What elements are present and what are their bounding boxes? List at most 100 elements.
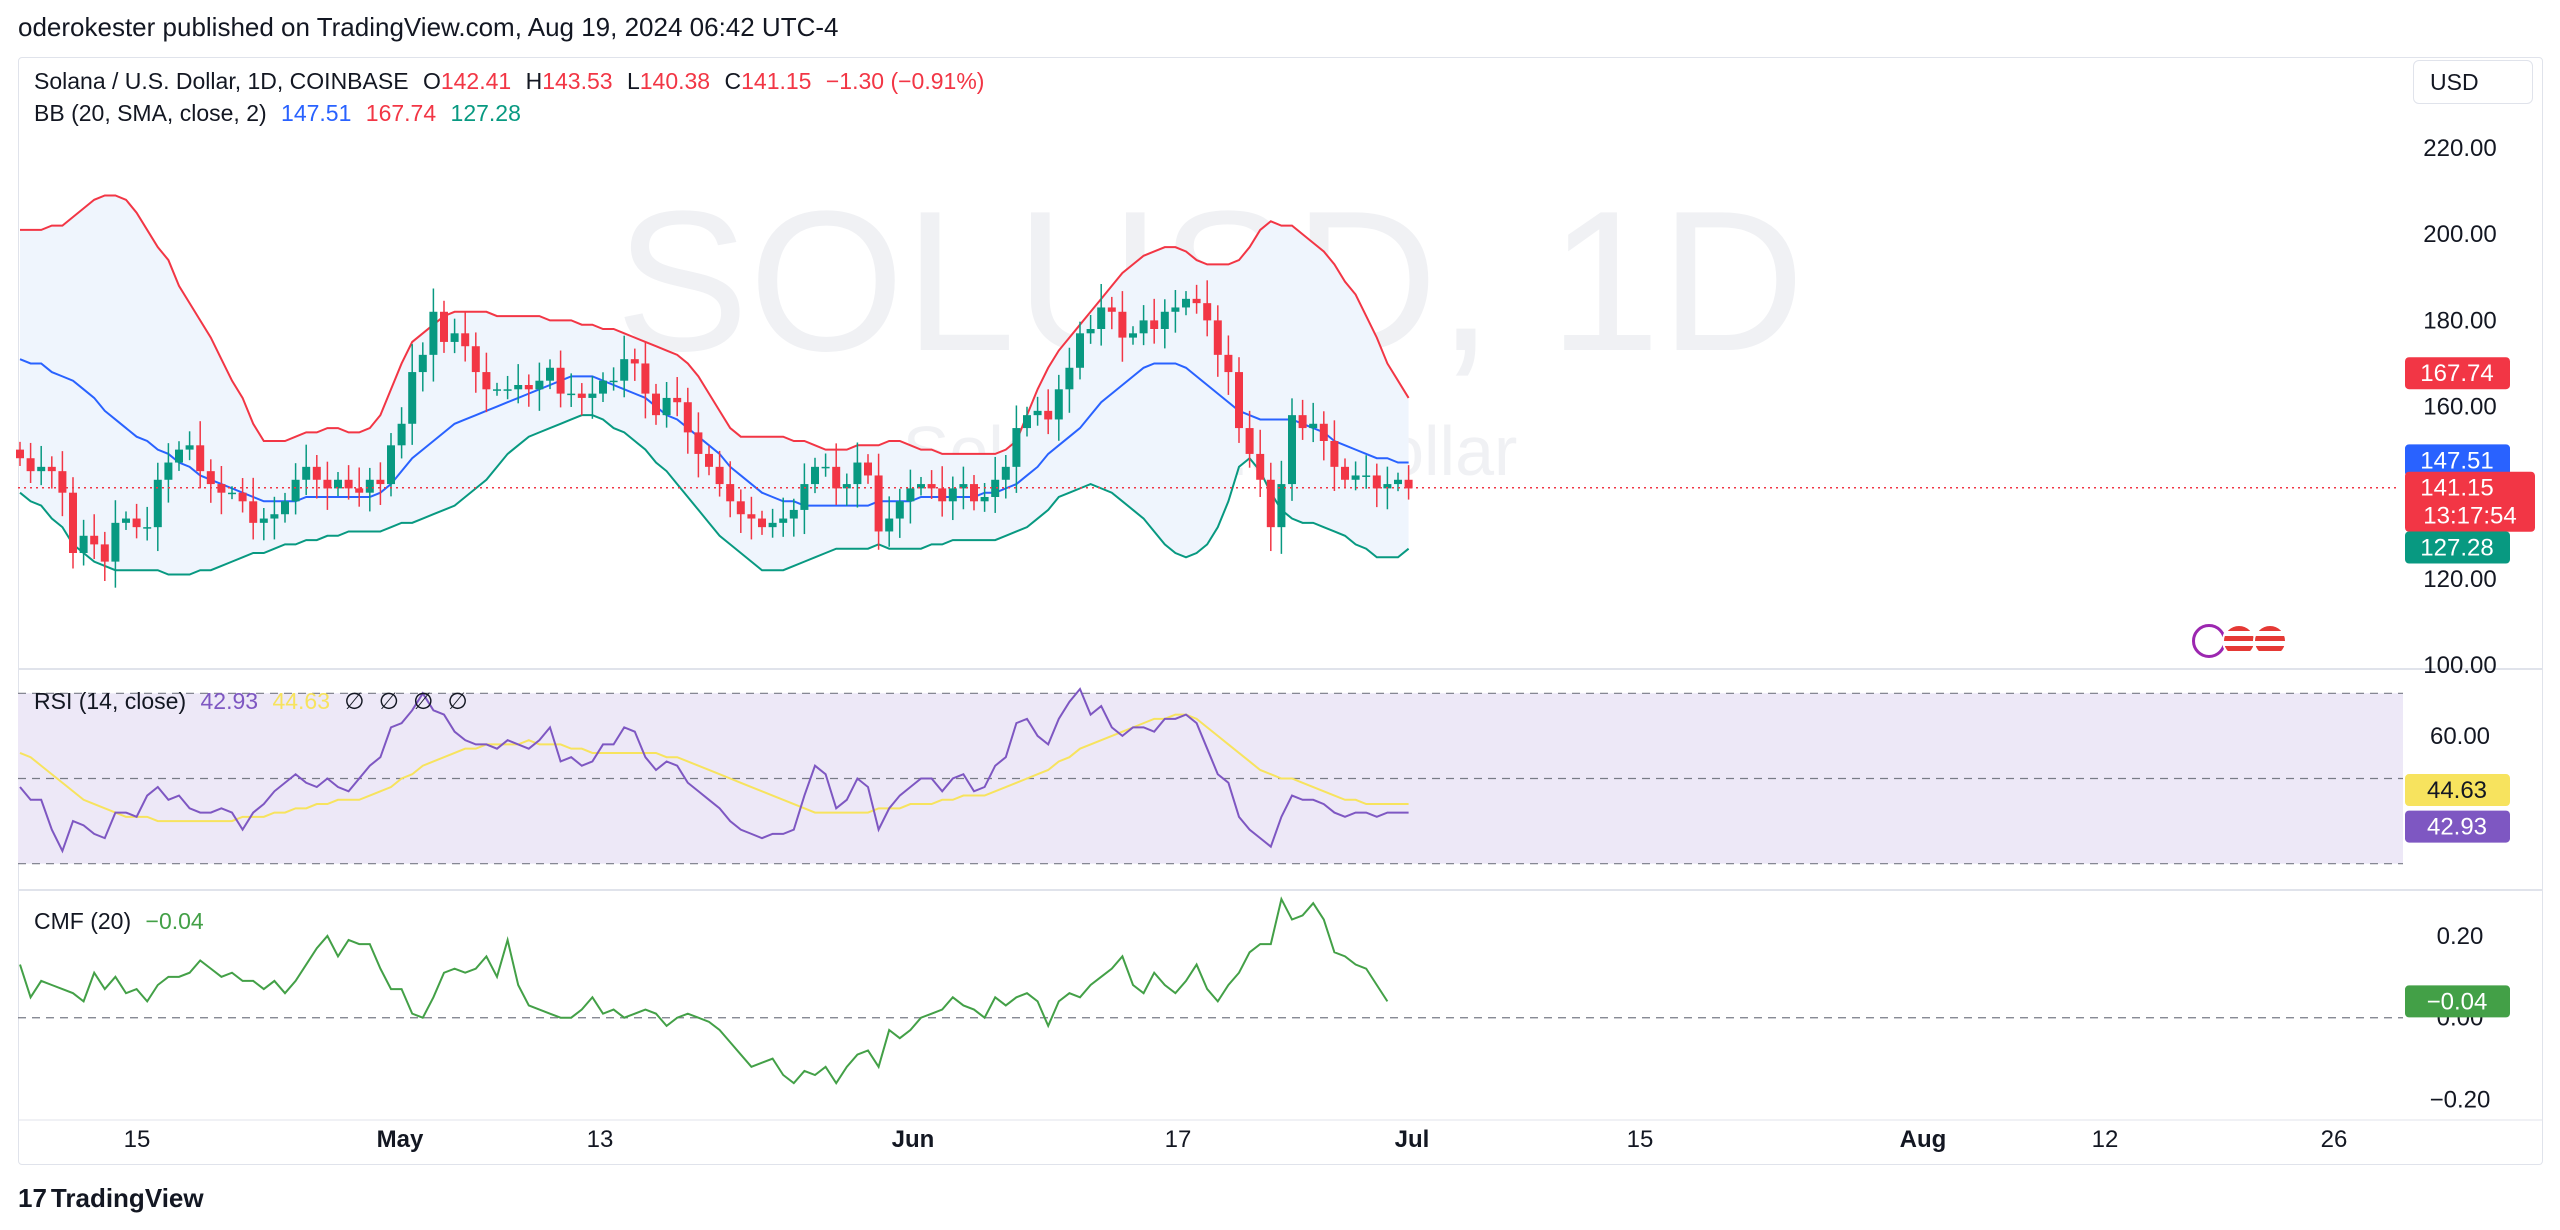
candle-body bbox=[588, 393, 597, 398]
candle-body bbox=[228, 492, 236, 495]
candle-body bbox=[832, 466, 841, 489]
cmf-legend-label[interactable]: CMF (20) bbox=[34, 908, 132, 934]
candle-body bbox=[853, 462, 862, 485]
countdown-tag: 13:17:54 bbox=[2423, 503, 2516, 530]
candle-body bbox=[26, 458, 35, 472]
candle-body bbox=[736, 501, 745, 515]
candle-body bbox=[1288, 415, 1296, 485]
candle-body bbox=[917, 484, 925, 489]
candle-body bbox=[418, 354, 427, 373]
us-flag-icon[interactable] bbox=[2222, 624, 2257, 658]
x-tick-label: Jul bbox=[1395, 1126, 1430, 1153]
y-tick-label: 200.00 bbox=[2423, 221, 2496, 248]
candle-body bbox=[694, 432, 703, 454]
candle-body bbox=[132, 518, 141, 528]
high-value: 143.53 bbox=[542, 68, 613, 94]
lightning-icon[interactable] bbox=[2192, 624, 2226, 658]
main-legend-row: Solana / U.S. Dollar, 1D, COINBASE O142.… bbox=[34, 68, 992, 95]
currency-selector[interactable]: USD bbox=[2413, 60, 2533, 104]
change-value: −1.30 (−0.91%) bbox=[825, 68, 985, 94]
candle-body bbox=[1097, 307, 1106, 329]
candle-body bbox=[874, 475, 883, 532]
candle-body bbox=[47, 466, 56, 472]
candle-body bbox=[577, 393, 586, 398]
candle-body bbox=[1383, 484, 1392, 489]
us-flag-icon[interactable] bbox=[2252, 624, 2287, 658]
bb-lower-tag-bg bbox=[2405, 531, 2510, 564]
candle-body bbox=[906, 488, 915, 502]
bb-legend-label[interactable]: BB (20, SMA, close, 2) bbox=[34, 100, 267, 126]
candle-body bbox=[959, 484, 968, 489]
open-value: 142.41 bbox=[440, 68, 512, 94]
candle-body bbox=[567, 393, 576, 396]
rsi-tag: 42.93 bbox=[2427, 814, 2487, 841]
candle-body bbox=[408, 372, 417, 424]
candle-body bbox=[1150, 320, 1159, 329]
candle-body bbox=[1192, 298, 1201, 304]
close-label: C bbox=[724, 68, 742, 94]
candle-body bbox=[948, 488, 957, 502]
open-label: O bbox=[422, 68, 441, 94]
candle-body bbox=[291, 479, 300, 502]
candle-body bbox=[1277, 484, 1286, 528]
candle-body bbox=[927, 484, 936, 489]
candle-body bbox=[1182, 298, 1190, 308]
candle-body bbox=[493, 389, 501, 391]
candle-body bbox=[1224, 354, 1233, 373]
candle-body bbox=[387, 445, 395, 485]
candle-body bbox=[344, 479, 353, 489]
chart-frame bbox=[18, 57, 2543, 1165]
candle-body bbox=[620, 359, 629, 381]
candle-body bbox=[641, 363, 650, 394]
rsi-legend-label[interactable]: RSI (14, close) bbox=[34, 688, 187, 714]
bb-upper-line bbox=[20, 194, 1410, 455]
candle-body bbox=[1213, 320, 1222, 355]
bb-lower-value: 127.28 bbox=[450, 100, 521, 126]
candle-body bbox=[1245, 428, 1254, 454]
candle-body bbox=[514, 385, 523, 390]
bb-basis-tag-bg bbox=[2405, 444, 2510, 477]
tradingview-logo[interactable]: 17 TradingView bbox=[18, 1183, 204, 1214]
candle-body bbox=[715, 466, 724, 485]
candle-body bbox=[609, 380, 618, 383]
cmf-tag: −0.04 bbox=[2427, 988, 2488, 1015]
candles bbox=[16, 280, 1413, 588]
candle-body bbox=[768, 522, 777, 528]
x-tick-label: 26 bbox=[2321, 1126, 2348, 1153]
candle-body bbox=[1330, 441, 1339, 467]
bb-upper-tag: 167.74 bbox=[2420, 360, 2493, 387]
x-tick-label: 13 bbox=[587, 1126, 614, 1153]
candle-body bbox=[122, 518, 130, 523]
cmf-legend-row: CMF (20) −0.04 bbox=[34, 908, 212, 935]
rsi-ma-tag: 44.63 bbox=[2427, 777, 2487, 804]
event-badges[interactable] bbox=[2192, 624, 2287, 663]
rsi-status-icons: ∅ ∅ ∅ ∅ bbox=[344, 688, 472, 714]
candle-body bbox=[599, 380, 607, 394]
candle-body bbox=[789, 509, 798, 519]
candle-body bbox=[885, 518, 894, 532]
bb-lower-line bbox=[19, 414, 1410, 576]
candle-body bbox=[630, 359, 639, 364]
candle-body bbox=[249, 501, 258, 523]
candle-body bbox=[1319, 423, 1328, 441]
candle-body bbox=[1129, 333, 1137, 338]
candle-body bbox=[312, 466, 321, 480]
candle-body bbox=[111, 522, 120, 562]
candle-body bbox=[1139, 320, 1148, 334]
symbol-title[interactable]: Solana / U.S. Dollar, 1D, COINBASE bbox=[34, 68, 409, 94]
bb-upper-value: 167.74 bbox=[365, 100, 437, 126]
candle-body bbox=[376, 479, 385, 485]
rsi-y-tick-label: 60.00 bbox=[2430, 723, 2490, 750]
candle-body bbox=[673, 397, 682, 403]
candle-body bbox=[90, 535, 99, 545]
candle-body bbox=[1065, 367, 1074, 390]
cmf-tag-bg bbox=[2405, 985, 2510, 1018]
candle-body bbox=[980, 497, 989, 502]
y-tick-label: 180.00 bbox=[2423, 307, 2496, 334]
bb-basis-line bbox=[19, 358, 1409, 507]
rsi-ma-tag-bg bbox=[2405, 774, 2510, 807]
tradingview-logo-icon: 17 bbox=[18, 1183, 47, 1213]
candle-body bbox=[535, 380, 544, 390]
candle-body bbox=[1235, 372, 1243, 429]
